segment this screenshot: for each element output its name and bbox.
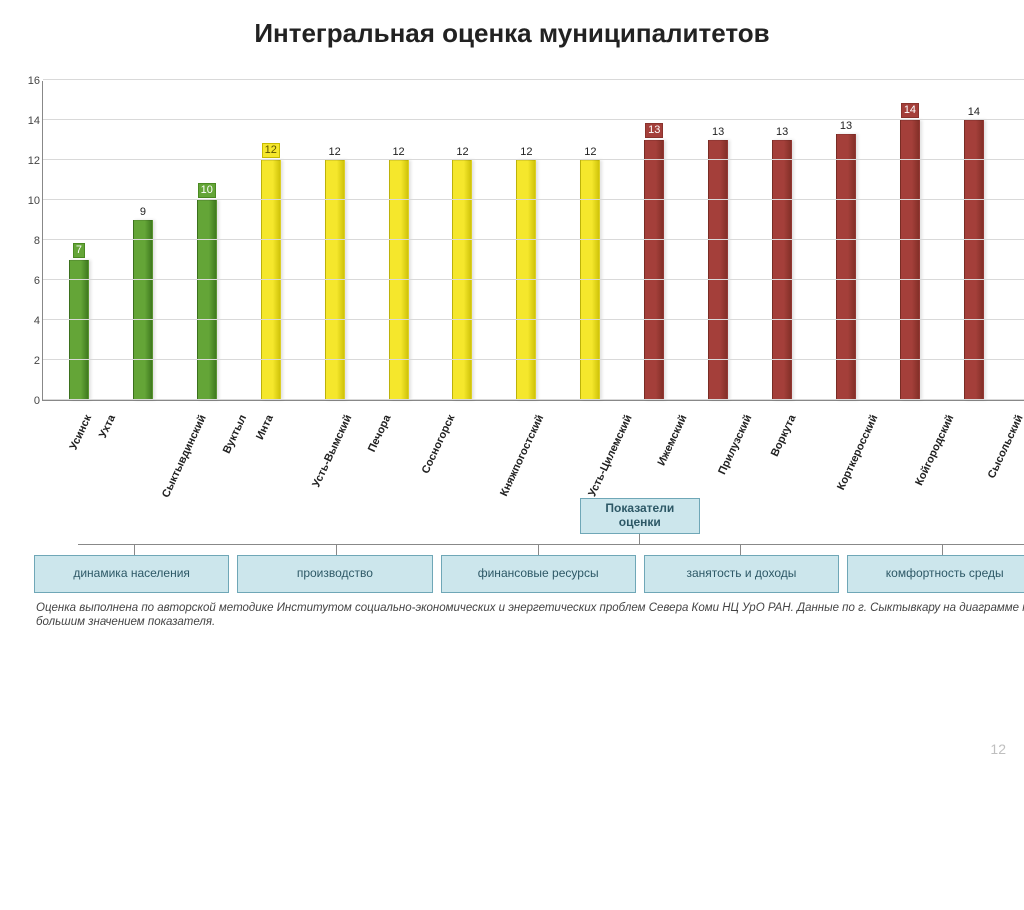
hierarchy-connector — [34, 545, 1024, 555]
chart: 0 2 4 6 8 10 12 14 16 7 9 10 12 12 12 12 12 12 13 13 13 13 14… — [14, 59, 1024, 496]
chart-bar-slot: 12 — [239, 143, 303, 400]
chart-bar-slot: 7 — [47, 243, 111, 400]
chart-y-tick: 4 — [12, 315, 40, 327]
chart-gridline — [43, 359, 1024, 360]
chart-bar — [133, 220, 153, 400]
hierarchy-connector — [134, 545, 135, 555]
chart-bar-value: 12 — [456, 146, 468, 158]
hierarchy-child: комфортность среды — [847, 555, 1024, 593]
chart-bar-value: 13 — [645, 123, 663, 138]
chart-gridline — [43, 319, 1024, 320]
hierarchy-child: занятость и доходы — [644, 555, 839, 593]
chart-bar-value: 13 — [712, 126, 724, 138]
chart-bar — [836, 134, 856, 400]
chart-x-labels: УсинскУхтаСыктывдинскийВуктылИнтаУсть-Вы… — [42, 401, 1024, 496]
chart-bar — [261, 160, 281, 400]
chart-y-tick: 8 — [12, 235, 40, 247]
chart-bar — [516, 160, 536, 400]
page-number: 12 — [990, 741, 1006, 757]
chart-bar-value: 14 — [901, 103, 919, 118]
chart-y-tick: 0 — [12, 395, 40, 407]
chart-bar-value: 12 — [329, 146, 341, 158]
chart-bar-value: 12 — [584, 146, 596, 158]
chart-bar — [580, 160, 600, 400]
chart-bar — [900, 120, 920, 400]
chart-footnote: Оценка выполнена по авторской методике И… — [14, 593, 1024, 630]
chart-bar-value: 9 — [140, 206, 146, 218]
chart-bar-slot: 12 — [367, 146, 431, 400]
chart-bar — [772, 140, 792, 400]
chart-bar-value: 12 — [520, 146, 532, 158]
chart-bar-slot: 12 — [494, 146, 558, 400]
chart-bar — [708, 140, 728, 400]
chart-gridline — [43, 79, 1024, 80]
chart-bar-slot: 14 — [878, 103, 942, 400]
chart-bar-slot: 12 — [303, 146, 367, 400]
hierarchy-children: динамика населенияпроизводствофинансовые… — [34, 555, 1024, 593]
page-title: Интегральная оценка муниципалитетов — [0, 0, 1024, 59]
chart-bars: 791012121212121213131313141414141415 — [43, 81, 1024, 400]
chart-bar-value: 12 — [392, 146, 404, 158]
hierarchy-child: динамика населения — [34, 555, 229, 593]
hierarchy-connector — [538, 545, 539, 555]
chart-gridline — [43, 239, 1024, 240]
chart-gridline — [43, 279, 1024, 280]
chart-gridline — [43, 399, 1024, 400]
chart-bar-slot: 14 — [1006, 106, 1024, 400]
hierarchy-connector — [336, 545, 337, 555]
chart-plot-area: 791012121212121213131313141414141415 — [42, 81, 1024, 401]
chart-bar-slot: 14 — [942, 106, 1006, 400]
chart-bar-value: 12 — [262, 143, 280, 158]
chart-bar-value: 13 — [776, 126, 788, 138]
left-column: 0 2 4 6 8 10 12 14 16 7 9 10 12 12 12 12 12 12 13 13 13 13 14… — [14, 59, 1024, 910]
chart-y-axis: 0246810121416 — [14, 81, 42, 401]
hierarchy-diagram: Показатели оценки динамика населенияпрои… — [34, 498, 1024, 593]
hierarchy-parent: Показатели оценки — [580, 498, 700, 534]
chart-y-tick: 14 — [12, 115, 40, 127]
hierarchy-child: финансовые ресурсы — [441, 555, 636, 593]
chart-gridline — [43, 199, 1024, 200]
chart-bar-slot: 13 — [814, 120, 878, 400]
chart-bar-value: 14 — [968, 106, 980, 118]
chart-bar-slot: 9 — [111, 206, 175, 400]
chart-bar-value: 13 — [840, 120, 852, 132]
chart-y-tick: 16 — [12, 75, 40, 87]
chart-bar-value: 7 — [73, 243, 85, 258]
chart-bar — [644, 140, 664, 400]
chart-bar-value: 10 — [198, 183, 216, 198]
chart-bar — [69, 260, 89, 400]
chart-bar — [197, 200, 217, 400]
main-layout: 0 2 4 6 8 10 12 14 16 7 9 10 12 12 12 12 12 12 13 13 13 13 14… — [0, 59, 1024, 910]
chart-gridline — [43, 119, 1024, 120]
chart-bar-slot: 12 — [431, 146, 495, 400]
chart-y-tick: 10 — [12, 195, 40, 207]
chart-bar — [452, 160, 472, 400]
chart-bar — [964, 120, 984, 400]
chart-bar-slot: 10 — [175, 183, 239, 400]
hierarchy-connector — [740, 545, 741, 555]
chart-bar — [325, 160, 345, 400]
chart-y-tick: 2 — [12, 355, 40, 367]
chart-bar — [389, 160, 409, 400]
chart-y-tick: 6 — [12, 275, 40, 287]
chart-bar-slot: 12 — [558, 146, 622, 400]
chart-y-tick: 12 — [12, 155, 40, 167]
hierarchy-connector — [639, 534, 640, 544]
hierarchy-child: производство — [237, 555, 432, 593]
hierarchy-connector — [942, 545, 943, 555]
chart-gridline — [43, 159, 1024, 160]
